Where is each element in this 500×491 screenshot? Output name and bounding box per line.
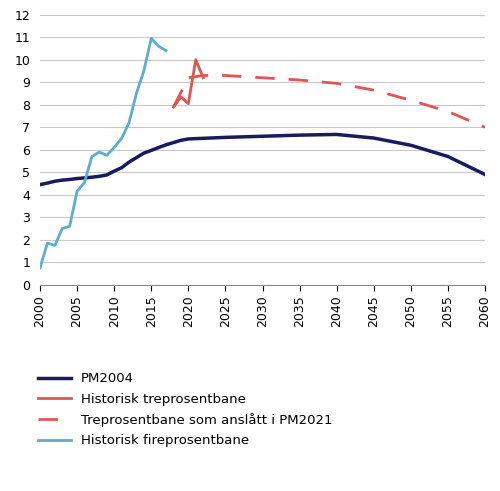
- Legend: PM2004, Historisk treprosentbane, Treprosentbane som anslått i PM2021, Historisk: PM2004, Historisk treprosentbane, Trepro…: [38, 372, 333, 447]
